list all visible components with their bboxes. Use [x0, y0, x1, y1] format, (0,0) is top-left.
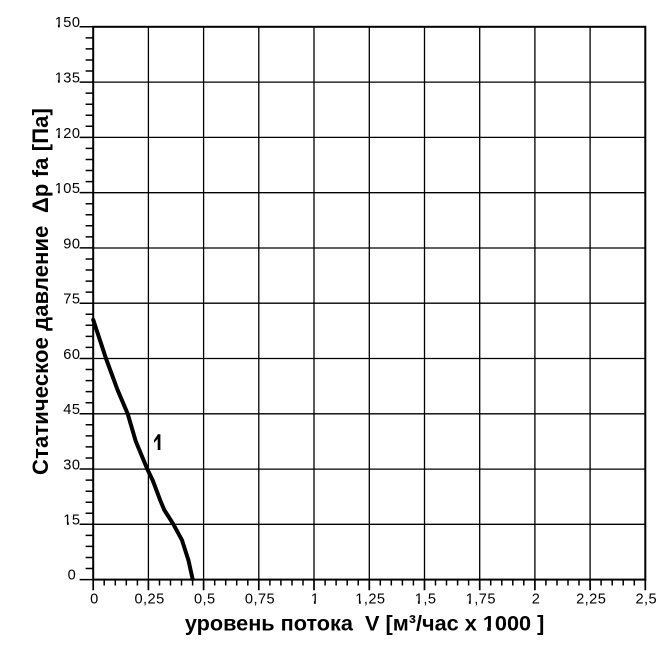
- svg-text:1,5: 1,5: [415, 592, 437, 608]
- svg-text:0: 0: [68, 567, 77, 583]
- svg-text:105: 105: [55, 181, 81, 197]
- svg-text:45: 45: [63, 402, 80, 418]
- svg-text:30: 30: [63, 458, 80, 474]
- svg-text:150: 150: [55, 15, 81, 31]
- svg-text:0,75: 0,75: [245, 592, 275, 608]
- svg-text:60: 60: [63, 347, 80, 363]
- svg-text:2,25: 2,25: [576, 592, 606, 608]
- svg-text:90: 90: [63, 236, 80, 252]
- svg-text:2: 2: [532, 592, 541, 608]
- svg-text:135: 135: [55, 71, 81, 87]
- svg-text:1,25: 1,25: [355, 592, 385, 608]
- svg-text:0,5: 0,5: [194, 592, 216, 608]
- svg-text:120: 120: [55, 126, 81, 142]
- svg-text:2,5: 2,5: [635, 592, 657, 608]
- svg-text:1: 1: [311, 592, 320, 608]
- svg-text:Статическое давление Δp fa [П: Статическое давление Δp fa [Па]: [28, 108, 53, 475]
- svg-text:1,75: 1,75: [466, 592, 496, 608]
- svg-text:0,25: 0,25: [134, 592, 164, 608]
- svg-text:15: 15: [63, 513, 80, 529]
- svg-text:0: 0: [90, 592, 99, 608]
- svg-text:75: 75: [63, 292, 80, 308]
